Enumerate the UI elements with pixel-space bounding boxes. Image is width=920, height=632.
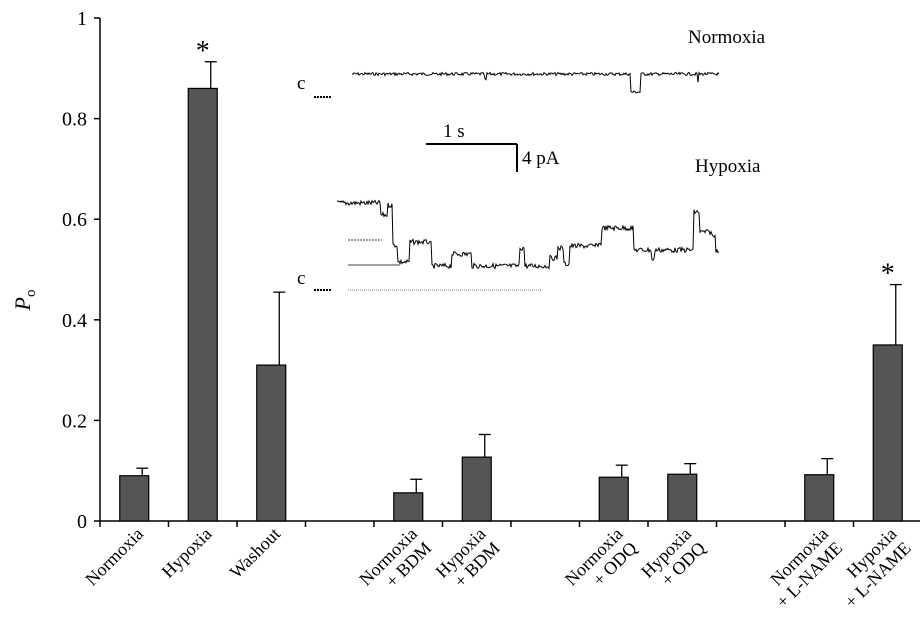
category-label: Hypoxia+ BDM xyxy=(432,524,504,592)
y-tick-label: 0.8 xyxy=(62,109,87,131)
bar xyxy=(461,456,492,522)
bar xyxy=(393,492,424,522)
bar xyxy=(667,473,698,522)
y-tick-label: 0.2 xyxy=(62,410,87,432)
y-axis-label-subscript: o xyxy=(23,290,39,298)
category-label: Normoxia+ L-NAME xyxy=(766,524,846,612)
category-label: Hypoxia+ ODQ xyxy=(637,524,709,590)
y-axis-ticks: 0 0.2 0.4 0.6 0.8 1 xyxy=(62,8,100,533)
category-label: Washout xyxy=(226,524,284,582)
category-label: Normoxia+ ODQ xyxy=(561,524,641,590)
y-tick-label: 0 xyxy=(77,511,87,533)
inset-traces: Normoxia c 1 s 4 pA Hypoxia c xyxy=(297,27,766,291)
y-axis-label: Po xyxy=(10,290,39,312)
category-label: Normoxia+ BDM xyxy=(355,524,435,592)
category-label: Normoxia xyxy=(81,524,147,590)
bars: ** xyxy=(119,36,903,522)
category-label: Hypoxia xyxy=(158,524,216,582)
y-axis-label-main: P xyxy=(10,297,35,311)
category-label-line: Washout xyxy=(226,524,284,582)
normoxia-trace xyxy=(351,71,720,94)
hypoxia-trace xyxy=(336,199,720,270)
bar xyxy=(872,344,903,522)
bar xyxy=(187,87,218,522)
bar xyxy=(598,476,629,522)
y-tick-label: 0.4 xyxy=(62,310,87,332)
category-label-line: Hypoxia xyxy=(158,524,216,582)
significance-marker: * xyxy=(196,36,210,67)
axes xyxy=(99,18,920,527)
inset-closed-label-1: c xyxy=(297,73,305,94)
category-label: Hypoxia+ L-NAME xyxy=(841,524,915,612)
category-label-line: Normoxia xyxy=(81,524,147,590)
y-tick-label: 1 xyxy=(77,8,87,30)
significance-marker: * xyxy=(881,259,895,290)
inset-normoxia-label: Normoxia xyxy=(688,27,766,48)
category-labels: Normoxia Hypoxia Washout Normoxia+ BDMHypox… xyxy=(81,524,914,612)
time-scale-label: 1 s xyxy=(443,121,465,142)
inset-closed-label-2: c xyxy=(297,268,305,289)
bar xyxy=(804,474,835,522)
inset-hypoxia-label: Hypoxia xyxy=(695,156,761,177)
y-tick-label: 0.6 xyxy=(62,209,87,231)
current-scale-label: 4 pA xyxy=(522,148,560,169)
bar xyxy=(256,364,287,522)
bar xyxy=(119,475,150,522)
